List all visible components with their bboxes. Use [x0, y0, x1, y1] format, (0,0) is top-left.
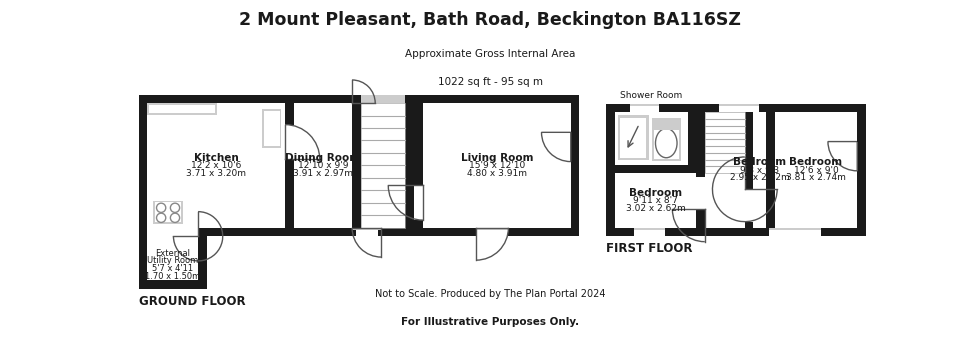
Bar	[766, 112, 775, 228]
Text: Bedroom: Bedroom	[790, 157, 843, 167]
Bar	[614, 165, 688, 173]
Text: 3.91 x 2.97m: 3.91 x 2.97m	[293, 169, 353, 178]
Bar	[697, 177, 705, 209]
Bar	[361, 103, 406, 228]
Bar	[745, 112, 754, 228]
Ellipse shape	[656, 128, 677, 158]
Text: Approximate Gross Internal Area: Approximate Gross Internal Area	[405, 49, 575, 59]
Bar	[415, 103, 423, 228]
Bar	[352, 95, 414, 103]
Text: 4.80 x 3.91m: 4.80 x 3.91m	[466, 169, 527, 178]
Text: Kitchen: Kitchen	[194, 153, 238, 163]
Text: External: External	[155, 249, 190, 258]
Bar	[352, 228, 381, 230]
Bar	[262, 109, 281, 148]
Bar	[406, 95, 414, 103]
Bar	[139, 95, 579, 236]
Text: 3.02 x 2.62m: 3.02 x 2.62m	[625, 204, 685, 213]
Bar	[264, 111, 279, 146]
Bar	[377, 228, 381, 236]
Bar	[614, 112, 858, 228]
Text: 3.81 x 2.74m: 3.81 x 2.74m	[786, 173, 846, 182]
Bar	[768, 228, 800, 236]
Text: GROUND FLOOR: GROUND FLOOR	[139, 295, 245, 308]
Text: Not to Scale. Produced by The Plan Portal 2024: Not to Scale. Produced by The Plan Porta…	[374, 289, 606, 299]
Text: 1022 sq ft - 95 sq m: 1022 sq ft - 95 sq m	[437, 77, 543, 87]
Bar	[617, 115, 649, 160]
Bar	[634, 228, 664, 236]
Bar	[654, 121, 678, 158]
Bar	[688, 112, 697, 173]
Text: Bedroom: Bedroom	[629, 188, 682, 198]
Bar	[652, 119, 681, 161]
Text: Shower Room: Shower Room	[620, 91, 682, 100]
Bar	[705, 112, 745, 173]
Text: 2.95 x 2.82m: 2.95 x 2.82m	[730, 173, 790, 182]
Text: Bedroom: Bedroom	[733, 157, 786, 167]
Bar	[149, 105, 215, 113]
Bar	[361, 103, 406, 228]
Bar	[285, 103, 294, 228]
Bar	[352, 95, 361, 103]
Text: 2 Mount Pleasant, Bath Road, Beckington BA116SZ: 2 Mount Pleasant, Bath Road, Beckington …	[239, 11, 741, 29]
Bar	[630, 104, 660, 106]
Bar	[147, 103, 570, 228]
Bar	[719, 104, 760, 106]
Bar	[705, 112, 745, 173]
Text: FIRST FLOOR: FIRST FLOOR	[607, 243, 693, 256]
Bar	[570, 103, 579, 132]
Bar	[790, 228, 821, 236]
Bar	[654, 121, 678, 130]
Bar	[768, 228, 800, 230]
Bar	[620, 118, 646, 158]
Bar	[154, 201, 182, 224]
Bar	[630, 104, 660, 112]
Bar	[476, 228, 509, 236]
Bar	[828, 104, 858, 112]
Text: 1.70 x 1.50m: 1.70 x 1.50m	[145, 272, 200, 281]
Bar	[858, 112, 865, 142]
Text: 12'2 x 10'6: 12'2 x 10'6	[191, 161, 241, 170]
Wedge shape	[542, 132, 570, 162]
Text: 15'9 x 12'10: 15'9 x 12'10	[468, 161, 525, 170]
Bar	[352, 228, 381, 236]
Text: Living Room: Living Room	[461, 153, 533, 163]
Wedge shape	[828, 142, 858, 171]
Bar	[406, 103, 414, 228]
Bar	[361, 95, 406, 103]
Bar	[147, 103, 217, 115]
Text: 3.71 x 3.20m: 3.71 x 3.20m	[186, 169, 246, 178]
Bar	[719, 104, 760, 112]
Text: 12'10 x 9'9: 12'10 x 9'9	[298, 161, 348, 170]
Bar	[147, 236, 198, 280]
Text: 5'7 x 4'11: 5'7 x 4'11	[152, 264, 193, 273]
Text: 9'11 x 8'7: 9'11 x 8'7	[633, 196, 678, 205]
Bar	[476, 228, 509, 230]
Bar	[285, 125, 294, 159]
Bar	[352, 103, 361, 228]
Bar	[697, 112, 705, 228]
Bar	[745, 189, 754, 222]
Bar	[634, 228, 664, 230]
Bar	[352, 228, 356, 236]
Bar	[147, 228, 198, 236]
Bar	[415, 186, 423, 220]
Bar	[139, 236, 207, 289]
Text: Utility Room: Utility Room	[147, 256, 198, 265]
Bar	[155, 202, 181, 222]
Text: For Illustrative Purposes Only.: For Illustrative Purposes Only.	[401, 318, 579, 327]
Text: Dining Room: Dining Room	[285, 153, 361, 163]
Bar	[790, 228, 821, 230]
Bar	[542, 95, 570, 103]
Text: 12'6 x 9'0: 12'6 x 9'0	[794, 165, 839, 175]
Text: 9'8 x 9'3: 9'8 x 9'3	[740, 165, 779, 175]
Bar	[607, 104, 865, 236]
